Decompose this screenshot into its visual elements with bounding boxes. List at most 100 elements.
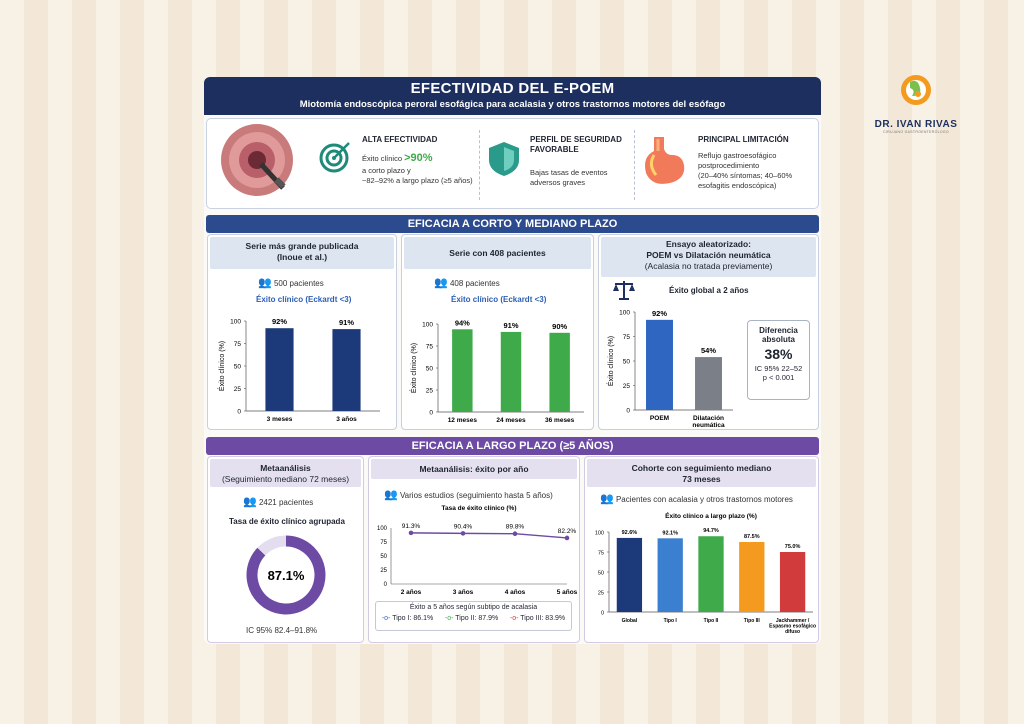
card6-title: Cohorte con seguimiento mediano 73 meses <box>587 459 816 487</box>
data-label: 89.8% <box>506 524 525 531</box>
card2-patients-text: 408 pacientes <box>449 279 500 288</box>
x-tick-label: 12 meses <box>448 417 478 424</box>
y-tick-label: 25 <box>380 568 387 574</box>
brand-logo: DR. IVAN RIVAS CIRUJANO GASTROENTERÓLOGO <box>866 72 966 134</box>
bar <box>265 328 294 411</box>
header: EFECTIVIDAD DEL E-POEM Miotomía endoscóp… <box>204 77 821 115</box>
data-point <box>408 530 414 536</box>
data-label: 54% <box>701 346 716 355</box>
feature-1-line2: a corto plazo y <box>362 165 411 175</box>
x-tick-label: 3 meses <box>267 416 293 423</box>
bar <box>616 537 643 612</box>
feature-3-line4: esofagitis endoscópica) <box>698 181 777 191</box>
y-tick-label: 50 <box>623 359 631 366</box>
card6-patients-text: Pacientes con acalasia y otros trastorno… <box>615 495 793 504</box>
y-tick-label: 100 <box>230 319 241 326</box>
card1-title: Serie más grande publicada (Inoue et al.… <box>210 237 394 269</box>
bar <box>500 331 522 412</box>
card2-title: Serie con 408 pacientes <box>404 237 591 269</box>
donut-slice <box>257 535 287 556</box>
y-tick-label: 75 <box>426 344 434 351</box>
shield-icon <box>489 142 519 176</box>
feature-2-line2: adversos graves <box>530 178 586 188</box>
legend-type-3: -o- Tipo III: 83.9% <box>509 615 566 622</box>
card2-metric: Éxito clínico (Eckardt <3) <box>451 295 547 304</box>
bar <box>698 536 724 612</box>
card6-title-line2: 73 meses <box>682 474 721 485</box>
x-tick-label: Dilatación neumática <box>692 415 725 428</box>
y-tick-label: 50 <box>234 364 242 371</box>
data-label: 87.5% <box>744 534 760 540</box>
legend-type-3-text: Tipo III: 83.9% <box>520 615 566 622</box>
stomach-logo-icon <box>901 75 931 105</box>
x-tick-label: 4 años <box>505 589 526 596</box>
y-tick-label: 100 <box>619 310 630 317</box>
feature-1-highlight: >90% <box>404 152 433 164</box>
feature-3-text: Reflujo gastroesofágico postprocedimient… <box>698 151 792 192</box>
bar <box>695 357 722 410</box>
target-icon <box>319 142 350 173</box>
endoscopy-image <box>221 124 293 196</box>
data-label: 92.6% <box>622 530 638 536</box>
y-tick-label: 0 <box>237 409 241 416</box>
y-tick-label: 25 <box>234 386 242 393</box>
feature-1-text: Éxito clínico >90% a corto plazo y ~82–9… <box>362 151 480 186</box>
data-label: 94.7% <box>703 528 719 534</box>
legend-type-1: -o- Tipo I: 86.1% <box>381 615 434 622</box>
chart-randomized-trial: Éxito clínico (%) 0 25 50 75 100 92% POEM 54% Dil… <box>606 309 733 428</box>
people-icon: 👥 <box>600 493 614 505</box>
donut-center-label: 87.1% <box>268 568 305 583</box>
card3-title: Ensayo aleatorizado: POEM vs Dilatación … <box>601 237 816 277</box>
y-tick-label: 0 <box>429 410 433 417</box>
legend-type-2: -o- Tipo II: 87.9% <box>444 615 499 622</box>
bar <box>657 538 683 612</box>
diff-label-1: Diferencia <box>759 326 798 335</box>
data-label: 90% <box>552 322 567 331</box>
bar <box>549 332 570 412</box>
card5-patients-text: Varios estudios (seguimiento hasta 5 año… <box>399 491 553 500</box>
y-tick-label: 0 <box>601 611 604 617</box>
card5-title: Metaanálisis: éxito por año <box>371 459 577 479</box>
feature-1-title: ALTA EFECTIVIDAD <box>362 135 438 144</box>
feature-1-line3: ~82–92% a largo plazo (≥5 años) <box>362 175 473 185</box>
chart-success-by-year: Tasa de éxito clínico (%) 0 25 50 75 100 91.3%… <box>377 505 577 596</box>
card4-patients: 👥 2421 pacientes <box>243 495 313 508</box>
y-axis-label: Éxito clínico (%) <box>217 341 226 391</box>
card-meta-analysis <box>207 456 364 643</box>
legend-type-2-text: Tipo II: 87.9% <box>455 615 499 622</box>
card3-title-line2: POEM vs Dilatación neumática <box>646 250 771 261</box>
card3-metric: Éxito global a 2 años <box>669 286 749 295</box>
data-point <box>564 535 570 541</box>
chart-408-series: Éxito clínico (%) 0 25 50 75 100 94% 12 meses 91… <box>409 318 584 424</box>
section-long-term-header: EFICACIA A LARGO PLAZO (≥5 AÑOS) <box>206 437 819 455</box>
card-success-by-year <box>368 456 580 643</box>
x-tick-label: 24 meses <box>496 417 526 424</box>
card1-patients-text: 500 pacientes <box>273 279 324 288</box>
card1-title-line1: Serie más grande publicada <box>245 241 359 251</box>
section-short-term-header: EFICACIA A CORTO Y MEDIANO PLAZO <box>206 215 819 233</box>
data-label: 90.4% <box>454 523 473 530</box>
y-tick-label: 25 <box>598 591 604 597</box>
x-tick-label: POEM <box>650 415 669 422</box>
y-tick-label: 100 <box>377 526 388 532</box>
data-label: 92% <box>652 309 667 318</box>
card4-metric: Tasa de éxito clínico agrupada <box>229 517 345 526</box>
data-label: 92.1% <box>662 530 678 536</box>
data-point <box>512 531 518 537</box>
card4-patients-text: 2421 pacientes <box>258 498 314 507</box>
card5-patients: 👥 Varios estudios (seguimiento hasta 5 a… <box>384 488 553 501</box>
y-tick-label: 25 <box>426 388 434 395</box>
feature-2-line1: Bajas tasas de eventos <box>530 168 608 177</box>
people-icon: 👥 <box>434 277 448 289</box>
card4-title-line2: (Seguimiento mediano 72 meses) <box>221 474 350 485</box>
y-tick-label: 75 <box>598 551 604 557</box>
bar <box>779 552 806 612</box>
x-tick-label: Tipo I <box>664 618 678 624</box>
x-tick-label: Jackhammer / Espasmo esofágico difuso <box>769 618 816 635</box>
subtype-legend-box: Éxito a 5 años según subtipo de acalasia… <box>375 601 572 631</box>
y-tick-label: 0 <box>626 408 630 415</box>
x-tick-label: 5 años <box>557 589 577 596</box>
legend-type-1-text: Tipo I: 86.1% <box>392 615 434 622</box>
data-label: 91.3% <box>402 523 421 530</box>
y-tick-label: 50 <box>426 366 434 373</box>
